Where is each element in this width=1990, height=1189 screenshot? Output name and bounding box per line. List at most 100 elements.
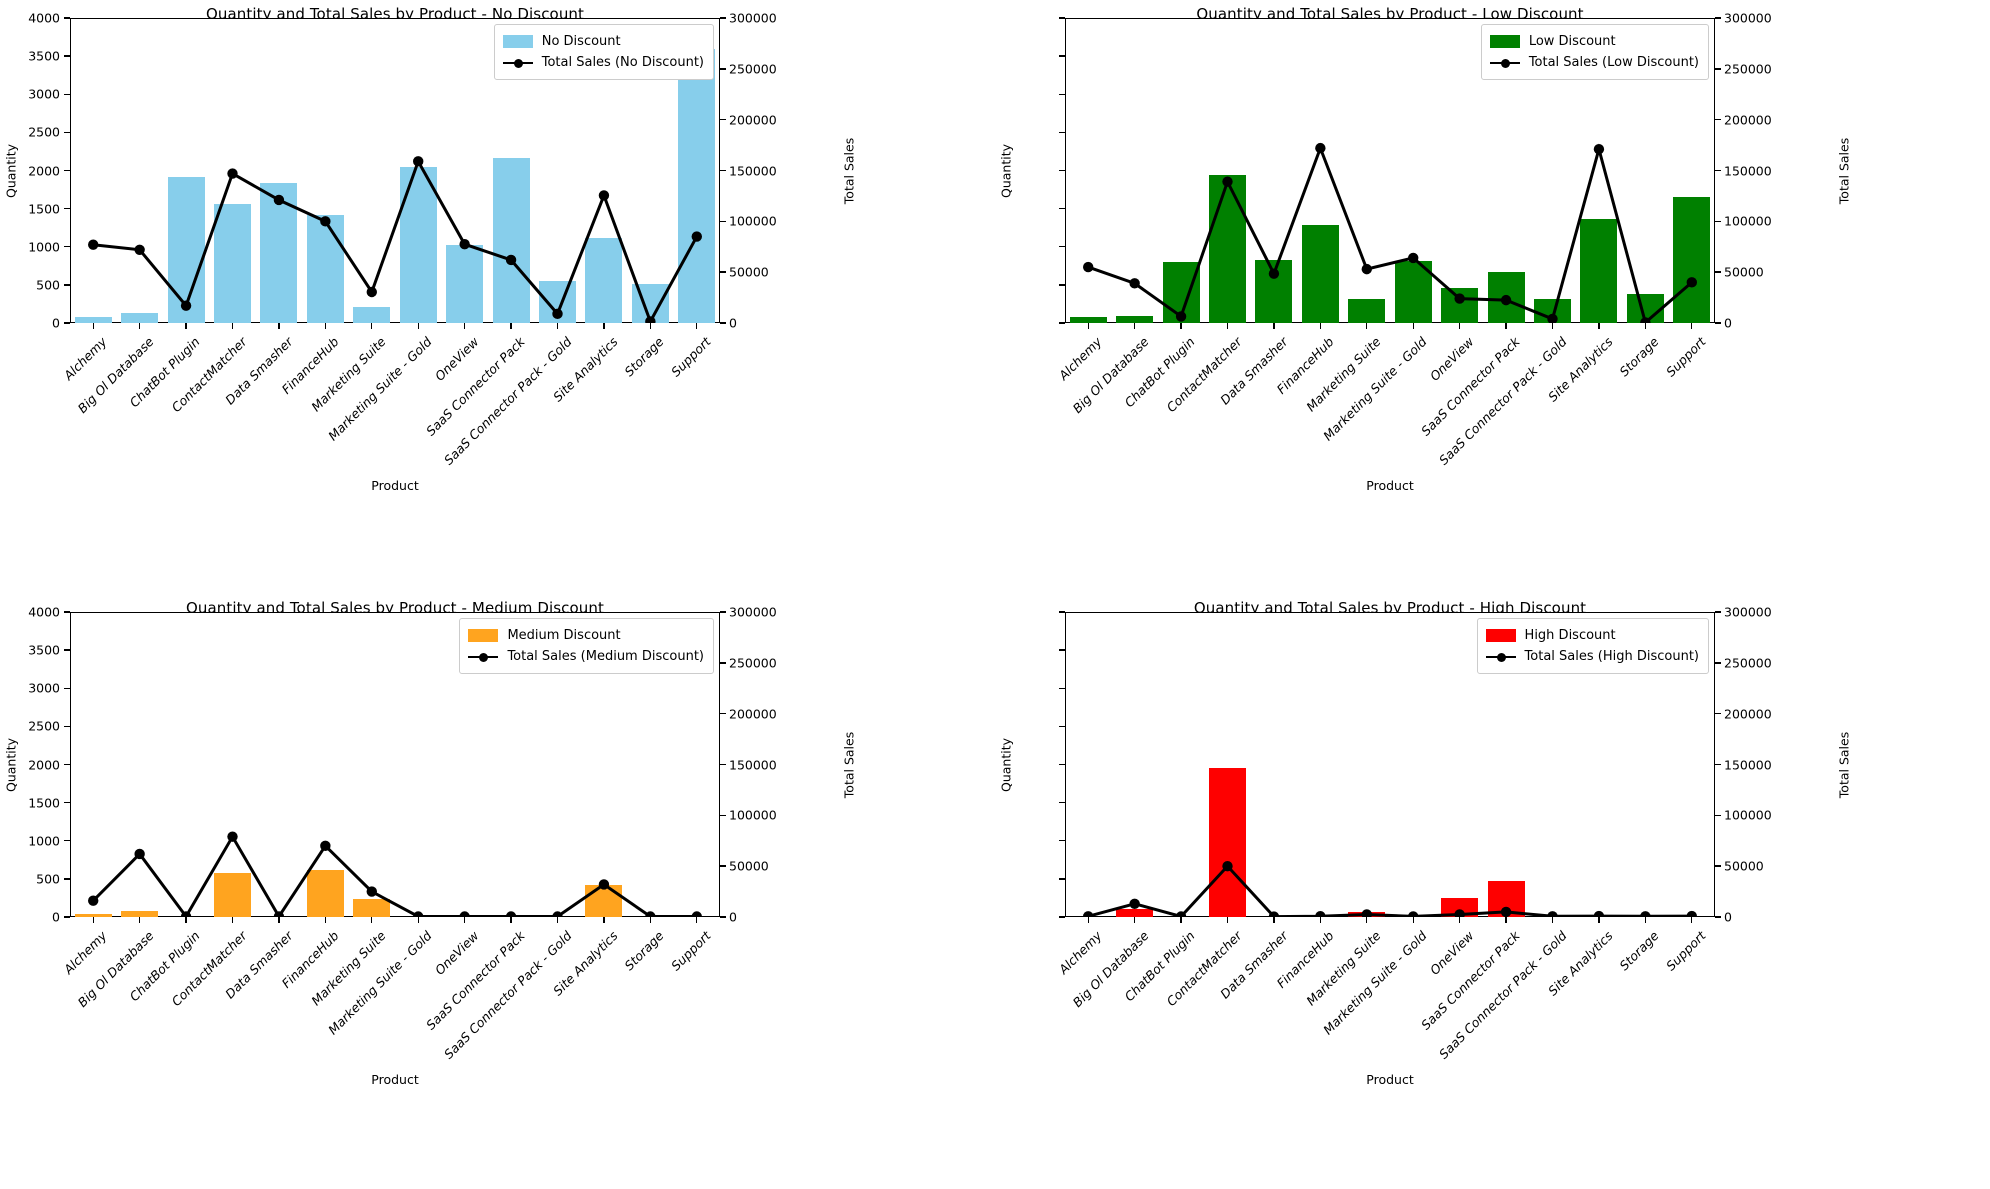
bar xyxy=(678,49,716,323)
y-axis-right-tick xyxy=(1715,611,1721,613)
legend-bar-label: Low Discount xyxy=(1528,33,1616,49)
y-axis-right-tick-label: 50000 xyxy=(729,264,769,280)
y-axis-left-tick xyxy=(64,284,70,286)
x-axis-tick xyxy=(231,323,234,329)
legend-item-line: Total Sales (Low Discount) xyxy=(1489,52,1699,73)
line-marker xyxy=(273,194,285,206)
bar xyxy=(1673,197,1711,323)
x-axis-tick xyxy=(556,323,559,329)
line-marker xyxy=(1500,906,1512,917)
x-axis-tick xyxy=(1458,323,1461,329)
chart-legend: Low Discount Total Sales (Low Discount) xyxy=(1480,24,1709,80)
chart-panel-low-discount: Quantity and Total Sales by Product - Lo… xyxy=(995,0,1990,594)
line-marker xyxy=(180,300,192,311)
line-path xyxy=(93,157,699,323)
y-axis-right-tick xyxy=(1715,169,1721,172)
legend-item-line: Total Sales (Medium Discount) xyxy=(468,646,704,667)
y-axis-left-tick xyxy=(1059,246,1065,248)
y-axis-left-tick-label: 3000 xyxy=(28,680,60,696)
line-marker xyxy=(1593,910,1605,917)
y-axis-left-tick-label: 0 xyxy=(52,315,60,331)
x-axis-tick xyxy=(1505,323,1507,329)
x-axis-tick xyxy=(510,323,512,329)
y-axis-right-tick-label: 150000 xyxy=(729,163,777,178)
y-axis-left-tick xyxy=(1059,93,1065,95)
x-axis-tick xyxy=(649,917,652,923)
y-axis-right-tick-label: 150000 xyxy=(1724,757,1772,772)
bar xyxy=(1069,316,1107,323)
y-axis-left-tick-label: 2500 xyxy=(28,718,60,734)
x-axis-tick xyxy=(1226,323,1229,329)
y-axis-right-tick xyxy=(1715,865,1721,867)
line-marker xyxy=(1315,142,1326,154)
x-axis-tick xyxy=(1366,323,1368,329)
line-marker xyxy=(645,911,656,917)
y-axis-right-tick xyxy=(1715,322,1721,324)
line-marker xyxy=(505,911,517,917)
bar xyxy=(121,910,159,917)
line-marker xyxy=(180,911,192,917)
y-axis-right-tick xyxy=(720,763,726,766)
y-axis-right-tick xyxy=(720,118,726,121)
line-marker xyxy=(1361,263,1372,275)
line-marker xyxy=(1547,313,1558,323)
line-marker xyxy=(1547,911,1558,917)
bar xyxy=(1116,315,1154,323)
x-axis-label: Product xyxy=(1366,1072,1414,1087)
x-axis-tick xyxy=(1551,917,1554,923)
y-axis-right-tick-label: 200000 xyxy=(1724,706,1772,722)
x-axis-tick xyxy=(278,323,280,329)
bar xyxy=(353,306,391,323)
y-axis-left-tick xyxy=(64,687,70,689)
x-axis-tick xyxy=(1691,917,1693,923)
x-axis-tick xyxy=(371,323,373,329)
bar xyxy=(1348,298,1386,323)
y-axis-right-tick-label: 100000 xyxy=(1724,807,1772,823)
x-axis-tick xyxy=(1598,323,1600,329)
line-path xyxy=(92,833,697,917)
y-axis-right-tick-label: 50000 xyxy=(1724,264,1764,280)
x-axis-tick xyxy=(185,323,187,329)
y-axis-left-tick xyxy=(1059,55,1065,57)
line-marker xyxy=(691,231,702,242)
x-axis-tick xyxy=(1644,917,1647,923)
line-marker xyxy=(598,190,610,201)
y-axis-left-tick xyxy=(64,878,70,880)
legend-item-line: Total Sales (High Discount) xyxy=(1485,646,1699,667)
bar xyxy=(306,870,344,917)
x-axis-tick xyxy=(1133,323,1136,329)
line-marker xyxy=(1454,909,1465,917)
y-axis-left-tick xyxy=(64,840,70,842)
x-axis-tick xyxy=(138,917,141,923)
y-axis-left-tick-label: 4000 xyxy=(28,604,60,620)
line-marker xyxy=(1083,261,1094,273)
total-sales-line xyxy=(1083,860,1697,917)
y-axis-right-tick-label: 250000 xyxy=(1724,655,1772,671)
line-marker xyxy=(1268,911,1280,917)
line-marker xyxy=(1686,277,1697,288)
line-marker xyxy=(1640,317,1651,323)
legend-bar-swatch-icon xyxy=(1489,35,1520,48)
line-marker xyxy=(227,168,238,179)
chart-panel-no-discount: Quantity and Total Sales by Product - No… xyxy=(0,0,995,594)
bar xyxy=(74,316,112,323)
line-marker xyxy=(227,831,238,842)
legend-bar-label: Medium Discount xyxy=(507,627,621,643)
line-marker xyxy=(459,911,470,917)
chart-legend: High Discount Total Sales (High Discount) xyxy=(1476,618,1709,674)
y-axis-left-tick xyxy=(64,169,70,172)
x-axis-tick xyxy=(603,917,605,923)
line-marker xyxy=(134,848,145,860)
x-axis-tick xyxy=(1505,917,1507,923)
line-marker xyxy=(1454,293,1465,304)
x-axis-tick xyxy=(510,917,512,923)
legend-item-bar: Medium Discount xyxy=(468,625,704,646)
bar xyxy=(353,899,391,917)
y-axis-right-tick xyxy=(720,68,726,70)
y-axis-left-tick-label: 1000 xyxy=(28,239,60,255)
bar xyxy=(213,873,252,917)
bar xyxy=(1301,224,1339,323)
x-axis-tick xyxy=(1598,917,1600,923)
x-axis-tick xyxy=(649,323,652,329)
line-marker xyxy=(552,308,563,320)
